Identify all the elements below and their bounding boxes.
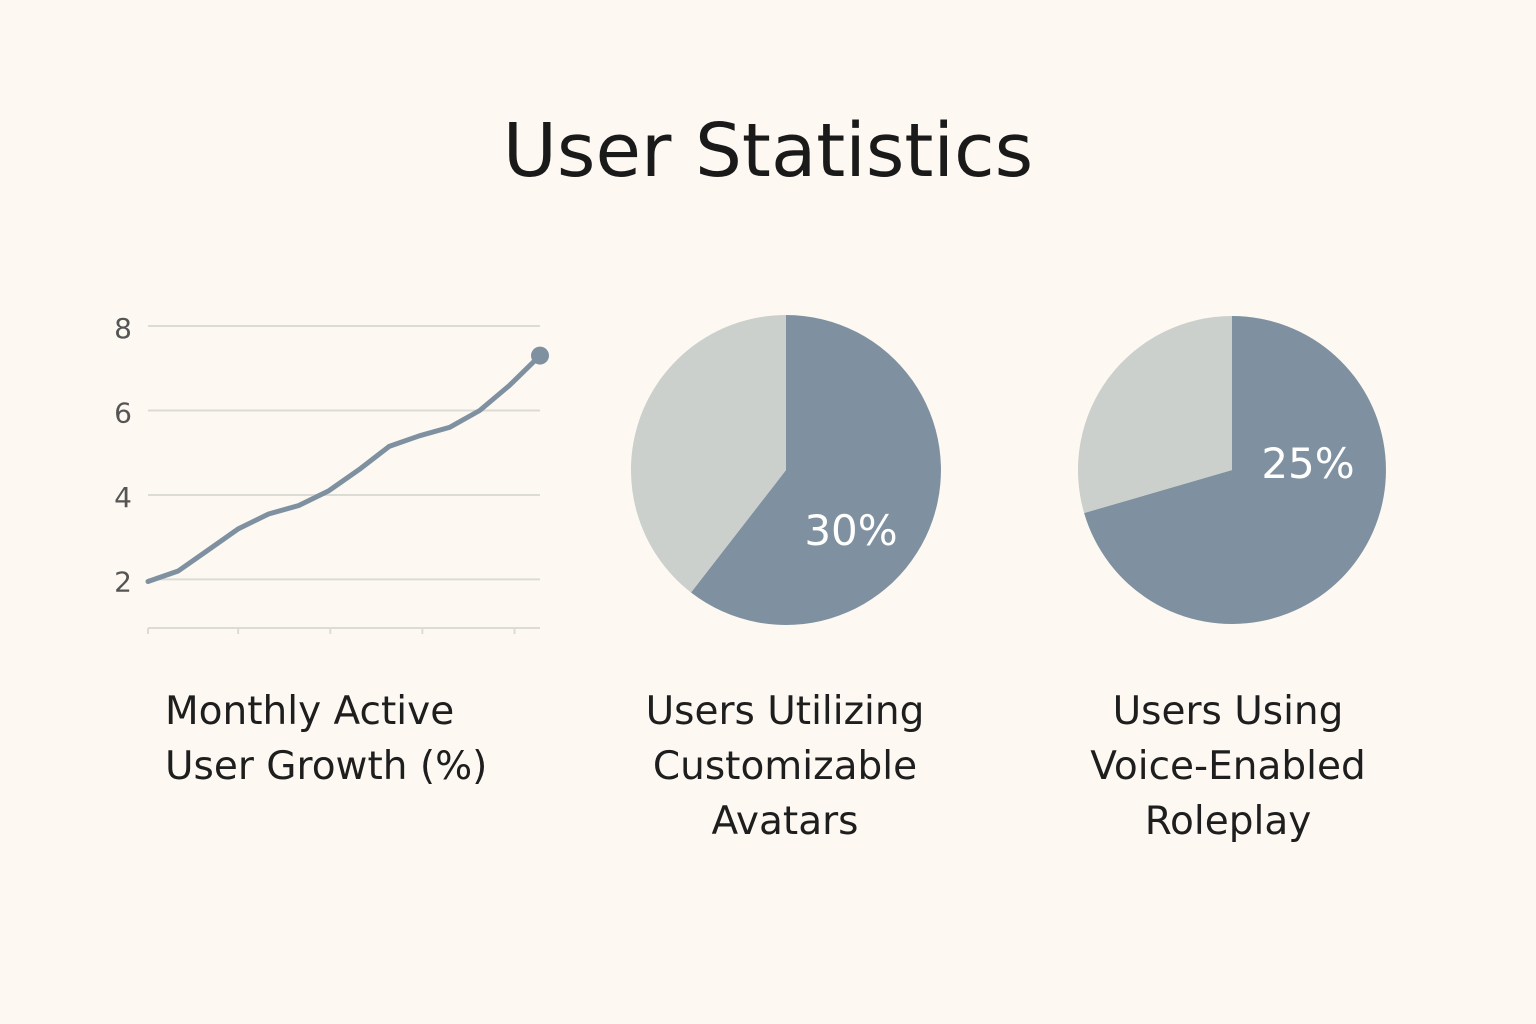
caption-line: Customizable [652,744,918,789]
pie-chart-voice-roleplay-caption: Users Using Voice-Enabled Roleplay [1048,684,1408,849]
pie-chart-avatars-caption: Users Utilizing Customizable Avatars [600,684,970,849]
line-chart-caption: Monthly Active User Growth (%) [165,684,487,794]
pie-slice-highlight [1084,316,1386,624]
caption-line: Voice-Enabled [1090,744,1366,789]
pie-chart-avatars: 30% [630,314,941,625]
y-tick-label: 2 [114,565,132,598]
pie-slice-highlight [691,315,941,625]
y-tick-label: 6 [114,396,132,429]
caption-line: Roleplay [1144,799,1312,844]
y-tick-label: 8 [114,312,132,345]
pie-chart-voice-roleplay: 25% [1077,316,1386,624]
growth-end-marker [531,346,549,365]
caption-line: Users Using [1112,689,1344,734]
caption-line: Monthly Active [165,689,455,734]
growth-series-line [145,353,543,584]
y-tick-label: 4 [114,481,132,514]
caption-line: Avatars [711,799,859,844]
line-chart-growth: 2 4 6 8 [114,312,549,634]
caption-line: Users Utilizing [645,689,925,734]
caption-line: User Growth (%) [165,744,488,789]
pie-slice-label: 25% [1261,439,1354,488]
page-title: User Statistics [502,108,1034,194]
pie-slice-remainder [1077,316,1232,513]
pie-slice-label: 30% [804,506,897,555]
pie-slice-remainder [630,314,786,593]
